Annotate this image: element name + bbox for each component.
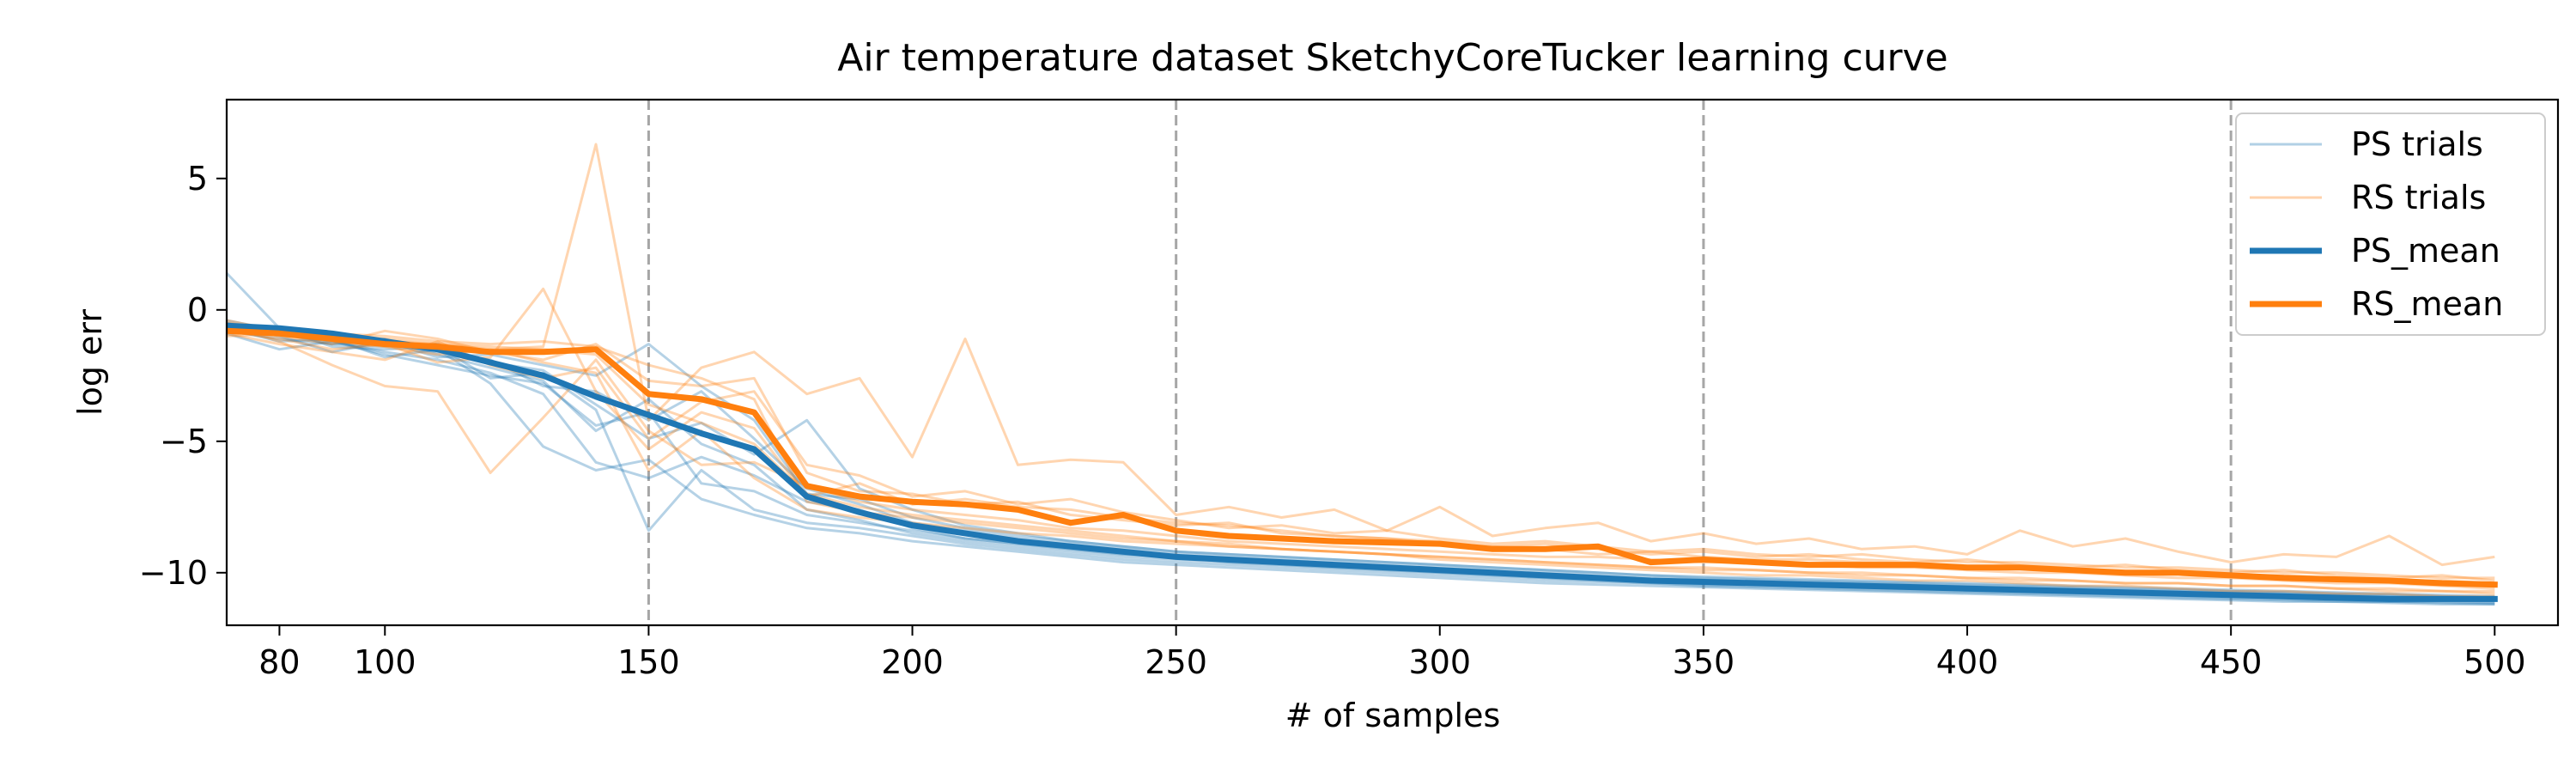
ps-trials-line-4 — [227, 271, 2495, 606]
trial-lines — [227, 143, 2495, 606]
legend-label-ps-mean: PS_mean — [2351, 232, 2500, 270]
x-axis: 80 100 150 200 250 300 350 400 450 500 — [258, 625, 2526, 681]
x-tick-label-150: 150 — [617, 643, 680, 681]
x-tick-label-250: 250 — [1145, 643, 1207, 681]
x-tick-label-400: 400 — [1936, 643, 1999, 681]
x-tick-label-300: 300 — [1409, 643, 1472, 681]
rs-trials-line-4 — [227, 332, 2495, 595]
x-tick-label-350: 350 — [1673, 643, 1735, 681]
x-tick-label-450: 450 — [2200, 643, 2263, 681]
plot-area — [225, 98, 2560, 627]
y-tick-label-0: 0 — [187, 291, 208, 329]
y-tick-label-5: 5 — [187, 160, 208, 198]
plot-frame — [225, 98, 2560, 627]
y-tick-label--5: −5 — [160, 423, 208, 460]
rs-trials-line-7 — [227, 332, 2495, 580]
rs-trials-line-5 — [227, 326, 2495, 582]
chart-title: Air temperature dataset SketchyCoreTucke… — [837, 36, 1948, 80]
rs-mean-line — [227, 327, 2498, 588]
y-axis: 5 0 −5 −10 — [139, 160, 227, 592]
x-axis-label: # of samples — [1285, 697, 1501, 734]
legend-label-rs-mean: RS_mean — [2351, 285, 2503, 323]
legend: PS trials RS trials PS_mean RS_mean — [2235, 113, 2546, 336]
ps-trials-line-6 — [227, 326, 2495, 606]
x-tick-label-100: 100 — [354, 643, 416, 681]
ps-trials-line-5 — [227, 324, 2495, 598]
y-axis-label: log err — [71, 309, 109, 416]
y-tick-label--10: −10 — [139, 554, 208, 592]
ps-trials-line-7 — [227, 321, 2495, 600]
x-tick-label-80: 80 — [258, 643, 300, 681]
rs-trials-line-2 — [227, 143, 2495, 567]
x-tick-label-500: 500 — [2464, 643, 2526, 681]
legend-label-ps-trials: PS trials — [2351, 125, 2483, 163]
legend-label-rs-trials: RS trials — [2351, 179, 2486, 216]
x-tick-label-200: 200 — [881, 643, 944, 681]
rs-trials-line-6 — [227, 321, 2495, 598]
rs-trials-line-8 — [227, 324, 2495, 593]
mean-lines — [227, 322, 2498, 602]
ps-mean-line — [227, 322, 2498, 602]
legend-box — [2235, 113, 2546, 336]
reference-lines — [647, 100, 2233, 625]
